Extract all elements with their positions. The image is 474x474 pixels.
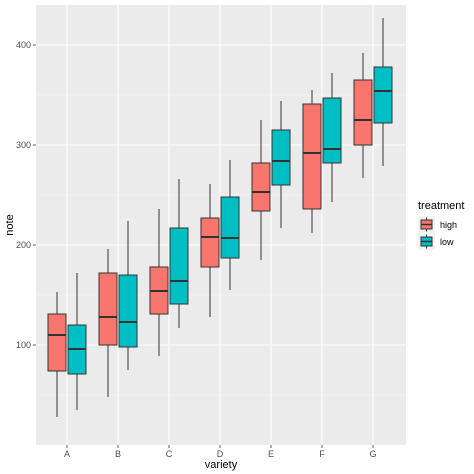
box-low-B xyxy=(118,221,138,370)
y-tick-label: 400 xyxy=(16,40,31,50)
box-body xyxy=(47,313,67,372)
box-low-G xyxy=(373,18,393,166)
legend-entries: high low xyxy=(418,216,457,250)
y-axis-title: note xyxy=(4,214,16,235)
box-high-B xyxy=(98,249,118,397)
box-high-C xyxy=(149,209,169,356)
legend-entry-high: high xyxy=(418,216,457,233)
x-tick-label: B xyxy=(115,449,121,459)
box-body xyxy=(373,66,393,124)
box-high-F xyxy=(302,90,322,233)
legend-label: high xyxy=(440,220,457,230)
box-high-D xyxy=(200,184,220,317)
legend-title: treatment xyxy=(418,200,464,212)
y-tick-label: 300 xyxy=(16,140,31,150)
y-tick-label: 200 xyxy=(16,240,31,250)
y-tick-label: 100 xyxy=(16,340,31,350)
x-axis-title: variety xyxy=(205,459,238,471)
box-body xyxy=(98,272,118,346)
box-layer xyxy=(47,18,393,417)
x-tick-label: G xyxy=(369,449,376,459)
x-tick-label: A xyxy=(64,449,70,459)
box-body xyxy=(353,79,373,146)
box-high-E xyxy=(251,120,271,260)
legend: treatment high low xyxy=(418,200,464,250)
box-high-A xyxy=(47,292,67,417)
box-high-G xyxy=(353,53,373,178)
grid-lines xyxy=(36,5,406,445)
x-tick-label: C xyxy=(166,449,173,459)
x-axis-ticks: A B C D E F G xyxy=(64,445,377,459)
box-body xyxy=(251,162,271,212)
box-low-F xyxy=(322,73,342,202)
legend-entry-low: low xyxy=(418,233,454,250)
legend-label: low xyxy=(440,237,454,247)
box-body xyxy=(169,227,189,305)
box-low-E xyxy=(271,101,291,228)
y-axis-ticks: 100 200 300 400 xyxy=(16,40,36,350)
box-body xyxy=(200,217,220,268)
x-tick-label: E xyxy=(268,449,274,459)
box-body xyxy=(271,129,291,186)
box-body xyxy=(118,274,138,348)
box-low-A xyxy=(67,273,87,410)
box-body xyxy=(220,196,240,259)
x-tick-label: D xyxy=(217,449,224,459)
x-tick-label: F xyxy=(319,449,325,459)
box-body xyxy=(322,97,342,164)
box-body xyxy=(302,103,322,210)
box-low-C xyxy=(169,179,189,328)
box-low-D xyxy=(220,160,240,290)
